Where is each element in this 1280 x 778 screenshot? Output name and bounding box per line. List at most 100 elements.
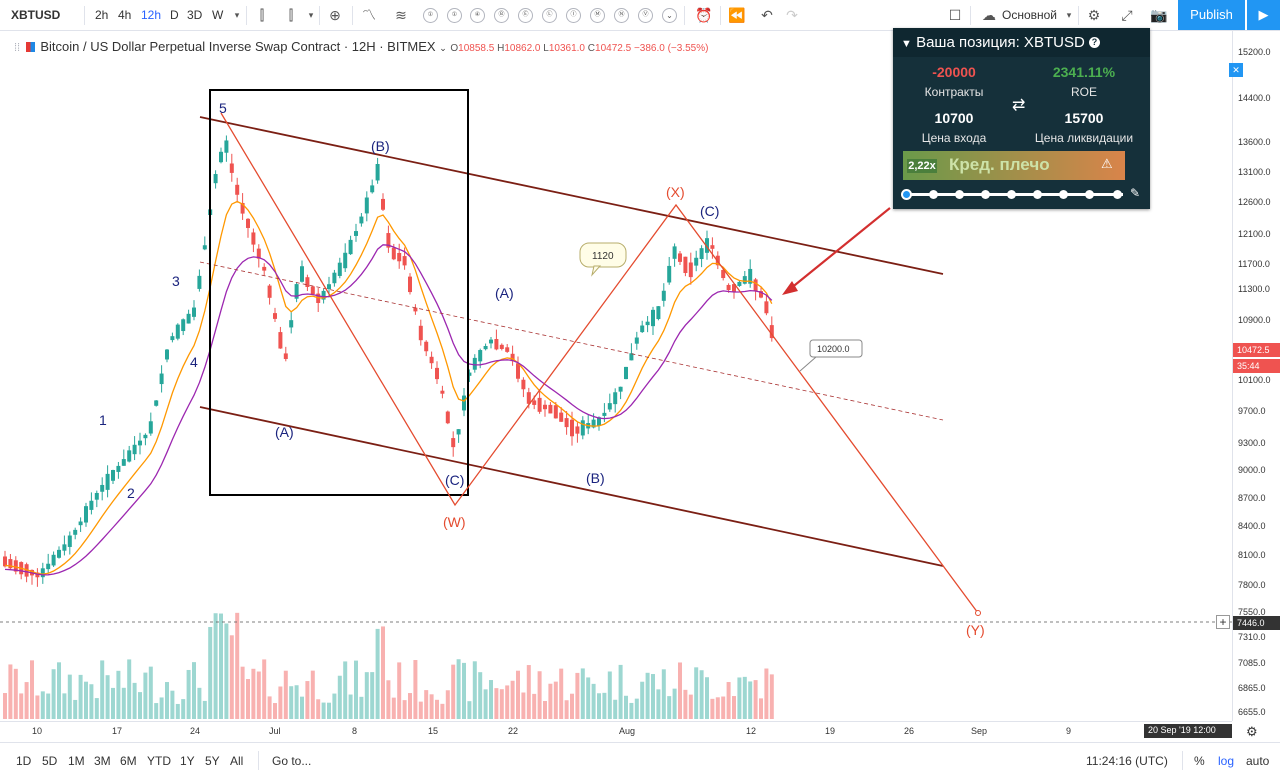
volume-bar [424,690,429,719]
utc-clock[interactable]: 11:24:16 (UTC) [1086,754,1168,768]
candle-body [570,419,574,437]
fullscreen-square-icon[interactable]: ☐ [948,7,962,23]
chevron-down-icon[interactable]: ⌄ [439,43,447,53]
wave-i-button[interactable]: Ⓘ [566,8,581,23]
cloud-save-icon[interactable]: ☁ [982,7,996,23]
channel-lower-line[interactable] [199,406,944,567]
volume-bar [748,681,753,719]
range-5y[interactable]: 5Y [205,754,220,768]
add-indicator-icon[interactable]: ⊕ [329,7,341,23]
wave-m-button[interactable]: Ⓜ [590,8,605,23]
interval-4h[interactable]: 4h [118,8,132,22]
swap-arrows-icon[interactable]: ⇄ [1012,97,1026,114]
compare-icon[interactable]: 〽 [362,7,376,23]
range-5d[interactable]: 5D [42,754,58,768]
channel-middle-line[interactable] [199,261,944,421]
wave-dropdown-button[interactable]: ⌄ [662,8,677,23]
volume-bar [483,689,488,719]
chevron-down-icon[interactable]: ▾ [234,10,240,20]
candles-icon[interactable]: ⫿ [288,7,294,23]
play-icon[interactable]: ▶ [1247,0,1280,30]
interval-2h[interactable]: 2h [95,8,109,22]
auto-toggle[interactable]: auto [1246,754,1270,768]
slider-tick [1007,190,1016,199]
wave-v-button[interactable]: Ⓥ [638,8,653,23]
volume-bar [3,693,7,719]
wave-1-button[interactable]: ① [423,8,438,23]
indicators-icon[interactable]: ≋ [395,7,407,23]
chevron-down-icon[interactable]: ▾ [1066,10,1072,20]
goto-date-button[interactable]: Go to... [272,754,312,768]
entry-price-label: Цена входа [921,131,987,145]
volume-bar [219,613,223,719]
undo-icon[interactable]: ↶ [761,7,773,23]
symbol-search[interactable]: XBTUSD [11,8,61,22]
help-icon[interactable]: ? [1088,37,1100,48]
price-axis-marker-icon[interactable]: ✕ [1229,63,1243,77]
slider-handle[interactable] [901,189,912,200]
range-6m[interactable]: 6M [120,754,137,768]
percent-toggle[interactable]: % [1194,754,1205,768]
chevron-down-icon[interactable]: ▾ [308,10,314,20]
range-1d[interactable]: 1D [16,754,32,768]
selection-rectangle[interactable] [209,89,469,496]
candle-body [283,353,288,359]
log-toggle[interactable]: log [1218,754,1235,768]
wave-n-button[interactable]: Ⓝ [614,8,629,23]
chevron-down-icon[interactable]: ▼ [901,38,912,50]
axis-settings-gear-icon[interactable]: ⚙ [1246,724,1258,739]
volume-bar [132,682,137,719]
bar-style-icon[interactable]: ⫿ [259,7,265,23]
wave-l-button[interactable]: Ⓛ [542,8,557,23]
range-1y[interactable]: 1Y [180,754,195,768]
legend-handle-icon[interactable]: ⁞⁞ [14,42,21,54]
volume-bar [332,693,337,719]
crosshair-plus-icon[interactable]: + [1216,615,1230,629]
publish-button[interactable]: Publish [1178,0,1245,30]
layout-name[interactable]: Основной [1002,8,1058,22]
range-ytd[interactable]: YTD [147,754,171,768]
interval-12h[interactable]: 12h [141,8,162,22]
replay-icon[interactable]: ⏪ [728,7,746,23]
callout-10200-box[interactable] [809,339,863,358]
wave-e-button[interactable]: Ⓔ [518,8,533,23]
interval-w[interactable]: W [212,8,224,22]
candle-body [300,266,304,282]
wave-4-button[interactable]: ④ [470,8,485,23]
time-axis[interactable]: 10 17 24 Jul 8 15 22 Aug 12 19 26 Sep 9 … [0,721,1258,742]
candle-body [305,277,310,287]
time-label: 26 [904,726,915,736]
expand-icon[interactable]: ⤢ [1121,7,1133,23]
volume-bar [494,688,499,719]
alert-clock-icon[interactable]: ⏰ [695,7,713,23]
volume-bar [661,669,666,719]
candlesticks [3,135,774,587]
callout-1120-box[interactable] [579,242,627,268]
interval-3d[interactable]: 3D [187,8,203,22]
channel-upper-line[interactable] [199,116,944,275]
price-label: 11700.0 [1238,259,1270,269]
symbol-title[interactable]: Bitcoin / US Dollar Perpetual Inverse Sw… [40,39,436,54]
redo-icon[interactable]: ↷ [786,7,798,23]
wave-b-button[interactable]: Ⓑ [494,8,509,23]
chart-canvas[interactable]: 5 3 4 1 2 (A) (B) (C) (W) (A) (B) (X) (C… [0,31,1232,721]
edit-pencil-icon[interactable]: ✎ [1130,186,1141,200]
volume-bar [316,699,321,719]
wxy-wave-line[interactable] [220,112,979,614]
volume-bar [694,667,699,719]
position-header[interactable]: ▼ Ваша позиция: XBTUSD ? [893,28,1150,57]
volume-bar [597,693,601,719]
range-3m[interactable]: 3M [94,754,111,768]
volume-bar [472,661,477,719]
settings-gear-icon[interactable]: ⚙ [1087,7,1101,23]
interval-d[interactable]: D [170,8,179,22]
volume-bar [262,659,267,719]
camera-icon[interactable]: 📷 [1150,7,1168,23]
candle-body [656,306,661,320]
wave-2-button[interactable]: ① [447,8,462,23]
range-all[interactable]: All [230,754,244,768]
leverage-slider[interactable] [901,189,1123,200]
price-axis[interactable]: 15200.0 ✕ 14400.0 13600.0 13100.0 12600.… [1229,31,1280,721]
range-1m[interactable]: 1M [68,754,85,768]
leverage-bar[interactable]: 2,22x Кред. плечо ⚠ [903,151,1125,180]
